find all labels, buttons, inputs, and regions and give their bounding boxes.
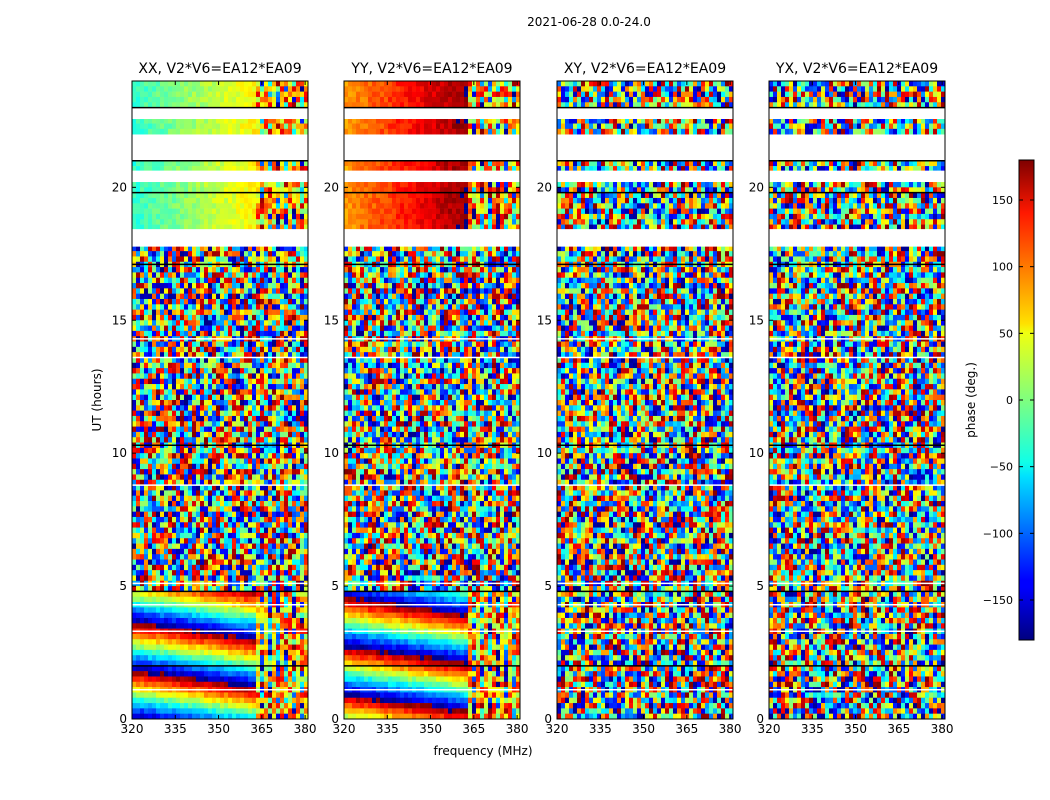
panel-title-yy: YY, V2*V6=EA12*EA09: [350, 61, 512, 77]
y-tick-label: 20: [112, 180, 127, 194]
y-tick-label: 5: [544, 579, 552, 593]
colorbar-tick-label: 50: [999, 327, 1013, 340]
x-tick-label: 350: [632, 722, 655, 736]
panel-title-yx: YX, V2*V6=EA12*EA09: [775, 61, 938, 77]
panel-title-xy: XY, V2*V6=EA12*EA09: [564, 61, 726, 77]
colorbar-tick-label: −100: [983, 527, 1013, 540]
x-tick-label: 320: [121, 722, 144, 736]
y-tick-label: 15: [749, 313, 764, 327]
y-tick-label: 0: [331, 712, 339, 726]
y-tick-label: 5: [756, 579, 764, 593]
y-tick-label: 20: [537, 180, 552, 194]
heatmap-cells: [344, 81, 520, 719]
x-tick-label: 335: [164, 722, 187, 736]
y-tick-label: 10: [324, 446, 339, 460]
x-tick-label: 350: [207, 722, 230, 736]
y-tick-label: 5: [331, 579, 339, 593]
y-tick-label: 15: [112, 313, 127, 327]
panel-frame: [556, 80, 734, 720]
heatmap-cells: [769, 81, 945, 719]
panel-xy: XY, V2*V6=EA12*EA09 320 335 350 365 380 0 5 10 15…: [537, 61, 742, 736]
x-tick-label: 380: [719, 722, 742, 736]
colorbar-tick-label: −150: [983, 594, 1013, 607]
y-tick-label: 10: [537, 446, 552, 460]
y-axis-label: UT (hours): [90, 368, 104, 431]
y-tick-label: 5: [119, 579, 127, 593]
y-tick-label: 10: [749, 446, 764, 460]
y-tick-label: 15: [324, 313, 339, 327]
x-tick-label: 350: [419, 722, 442, 736]
colorbar-label: phase (deg.): [964, 362, 978, 438]
colorbar-tick-label: 100: [992, 261, 1013, 274]
x-tick-label: 365: [887, 722, 910, 736]
panel-frame: [131, 80, 309, 720]
colorbar-tick-label: −50: [990, 461, 1013, 474]
colorbar-tick-label: 0: [1006, 394, 1013, 407]
y-tick-label: 20: [749, 180, 764, 194]
x-tick-label: 350: [844, 722, 867, 736]
panel-yy: YY, V2*V6=EA12*EA09 320 335 350 365 380 0 5 10 15…: [324, 61, 529, 736]
x-tick-label: 320: [546, 722, 569, 736]
colorbar-tick-label: 150: [992, 194, 1013, 207]
x-tick-label: 335: [376, 722, 399, 736]
y-tick-label: 15: [537, 313, 552, 327]
y-tick-label: 0: [544, 712, 552, 726]
x-tick-label: 365: [250, 722, 273, 736]
figure-title: 2021-06-28 0.0-24.0: [527, 15, 651, 29]
heatmap-cells: [557, 81, 733, 719]
panel-frame: [343, 80, 521, 720]
panel-frame: [768, 80, 946, 720]
x-tick-label: 335: [589, 722, 612, 736]
x-tick-label: 380: [931, 722, 954, 736]
y-tick-label: 0: [756, 712, 764, 726]
panel-xx: XX, V2*V6=EA12*EA09 320 335 350 365 380 0 5 10 15…: [112, 61, 317, 736]
y-tick-label: 0: [119, 712, 127, 726]
x-tick-label: 320: [333, 722, 356, 736]
x-tick-label: 380: [506, 722, 529, 736]
y-tick-label: 20: [324, 180, 339, 194]
x-tick-label: 380: [294, 722, 317, 736]
panel-title-xx: XX, V2*V6=EA12*EA09: [138, 61, 301, 77]
x-tick-label: 320: [758, 722, 781, 736]
x-tick-label: 365: [675, 722, 698, 736]
y-tick-label: 10: [112, 446, 127, 460]
x-tick-label: 365: [462, 722, 485, 736]
panel-yx: YX, V2*V6=EA12*EA09 320 335 350 365 380 0 5 10 15…: [749, 61, 954, 736]
x-axis-label: frequency (MHz): [433, 744, 532, 758]
x-tick-label: 335: [801, 722, 824, 736]
colorbar: −150 −100 −50 0 50 100 150 phase (deg.): [964, 159, 1035, 641]
heatmap-cells: [132, 81, 308, 719]
